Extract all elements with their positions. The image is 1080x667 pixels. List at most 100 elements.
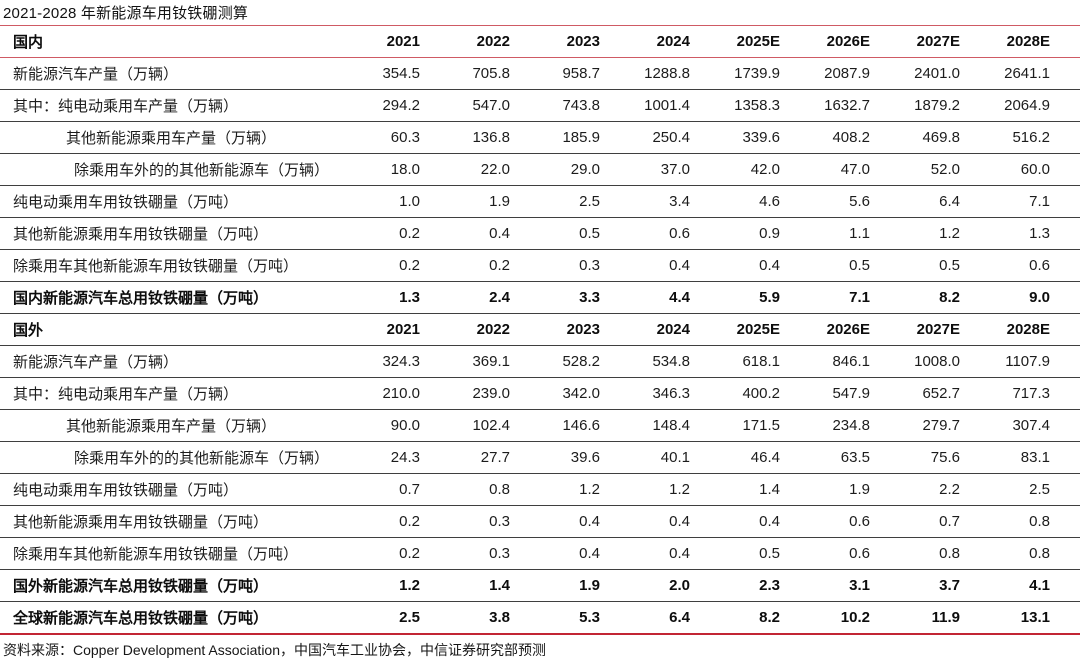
column-header-2025E: 2025E (736, 33, 780, 50)
cell-value: 0.4 (759, 257, 780, 274)
cell-value: 0.8 (939, 545, 960, 562)
cell-value: 47.0 (840, 161, 870, 178)
cell-value: 1.4 (759, 481, 780, 498)
table-row: 国内新能源汽车总用钕铁硼量（万吨） 1.3 2.4 3.3 4.4 5.9 7.1 8.2 9.… (0, 282, 1080, 314)
cell-value: 0.8 (489, 481, 510, 498)
cell-value: 0.6 (849, 513, 870, 530)
cell-value: 1.2 (579, 481, 600, 498)
cell-value: 324.3 (382, 353, 420, 370)
cell-value: 1632.7 (824, 97, 870, 114)
cell-value: 369.1 (472, 353, 510, 370)
cell-value: 7.1 (849, 289, 870, 306)
row-label: 新能源汽车产量（万辆） (13, 354, 179, 371)
cell-value: 743.8 (562, 97, 600, 114)
cell-value: 1.1 (849, 225, 870, 242)
cell-value: 2.5 (1029, 481, 1050, 498)
cell-value: 2641.1 (1004, 65, 1050, 82)
cell-value: 0.4 (669, 257, 690, 274)
column-header-2026E: 2026E (826, 33, 870, 50)
cell-value: 0.8 (1029, 545, 1050, 562)
cell-value: 846.1 (832, 353, 870, 370)
cell-value: 0.4 (579, 545, 600, 562)
cell-value: 10.2 (840, 609, 870, 626)
cell-value: 5.6 (849, 193, 870, 210)
cell-value: 0.7 (399, 481, 420, 498)
cell-value: 400.2 (742, 385, 780, 402)
table-row: 其他新能源乘用车产量（万辆） 90.0 102.4 146.6 148.4 171.5 23… (0, 410, 1080, 442)
table-row: 除乘用车外的的其他新能源车（万辆） 24.3 27.7 39.6 40.1 46.4 63.… (0, 442, 1080, 474)
cell-value: 146.6 (562, 417, 600, 434)
cell-value: 2064.9 (1004, 97, 1050, 114)
cell-value: 60.0 (1020, 161, 1050, 178)
cell-value: 0.4 (489, 225, 510, 242)
cell-value: 547.0 (472, 97, 510, 114)
cell-value: 136.8 (472, 129, 510, 146)
row-label: 纯电动乘用车用钕铁硼量（万吨） (13, 482, 239, 499)
cell-value: 239.0 (472, 385, 510, 402)
cell-value: 90.0 (390, 417, 420, 434)
table-row: 新能源汽车产量（万辆） 354.5 705.8 958.7 1288.8 1739.9 20… (0, 58, 1080, 90)
cell-value: 185.9 (562, 129, 600, 146)
column-header-2024: 2024 (656, 33, 690, 50)
cell-value: 1.3 (1029, 225, 1050, 242)
column-header-2023: 2023 (566, 33, 600, 50)
section-header-label-domestic: 国内 (13, 34, 44, 51)
cell-value: 0.5 (579, 225, 600, 242)
cell-value: 29.0 (570, 161, 600, 178)
cell-value: 7.1 (1029, 193, 1050, 210)
cell-value: 22.0 (480, 161, 510, 178)
cell-value: 717.3 (1012, 385, 1050, 402)
column-header-2021: 2021 (386, 321, 420, 338)
cell-value: 1.2 (399, 577, 420, 594)
cell-value: 3.1 (849, 577, 870, 594)
cell-value: 46.4 (750, 449, 780, 466)
cell-value: 3.8 (489, 609, 510, 626)
cell-value: 0.5 (849, 257, 870, 274)
table-row: 除乘用车外的的其他新能源车（万辆） 18.0 22.0 29.0 37.0 42.0 47.… (0, 154, 1080, 186)
cell-value: 1879.2 (914, 97, 960, 114)
cell-value: 346.3 (652, 385, 690, 402)
cell-value: 9.0 (1029, 289, 1050, 306)
cell-value: 0.3 (489, 545, 510, 562)
cell-value: 1.9 (849, 481, 870, 498)
cell-value: 102.4 (472, 417, 510, 434)
column-header-2022: 2022 (476, 33, 510, 50)
cell-value: 148.4 (652, 417, 690, 434)
cell-value: 3.4 (669, 193, 690, 210)
cell-value: 0.3 (579, 257, 600, 274)
cell-value: 1107.9 (1005, 353, 1050, 370)
cell-value: 0.5 (759, 545, 780, 562)
cell-value: 1.4 (489, 577, 510, 594)
cell-value: 2.3 (759, 577, 780, 594)
column-header-2027E: 2027E (916, 33, 960, 50)
cell-value: 1.0 (399, 193, 420, 210)
cell-value: 0.4 (759, 513, 780, 530)
column-header-2021: 2021 (386, 33, 420, 50)
cell-value: 39.6 (570, 449, 600, 466)
cell-value: 27.7 (480, 449, 510, 466)
cell-value: 2087.9 (824, 65, 870, 82)
row-label: 其他新能源乘用车产量（万辆） (66, 130, 277, 147)
cell-value: 2.2 (939, 481, 960, 498)
column-header-2022: 2022 (476, 321, 510, 338)
row-label: 除乘用车其他新能源车用钕铁硼量（万吨） (13, 258, 299, 275)
row-label: 全球新能源汽车总用钕铁硼量（万吨） (13, 610, 269, 627)
cell-value: 1.9 (489, 193, 510, 210)
table-row: 新能源汽车产量（万辆） 324.3 369.1 528.2 534.8 618.1 846.… (0, 346, 1080, 378)
table-row: 其他新能源乘用车产量（万辆） 60.3 136.8 185.9 250.4 339.6 40… (0, 122, 1080, 154)
section-header-row-domestic: 国内 2021 2022 2023 2024 2025E 2026E 2027E 2028E (0, 26, 1080, 58)
table-row: 其中：纯电动乘用车产量（万辆） 294.2 547.0 743.8 1001.4 1358… (0, 90, 1080, 122)
cell-value: 2.5 (399, 609, 420, 626)
cell-value: 0.8 (1029, 513, 1050, 530)
cell-value: 0.6 (669, 225, 690, 242)
cell-value: 1008.0 (914, 353, 960, 370)
cell-value: 534.8 (652, 353, 690, 370)
ndfeb-estimation-table: 国内 2021 2022 2023 2024 2025E 2026E 2027E 2028E 新能… (0, 25, 1080, 635)
cell-value: 75.6 (930, 449, 960, 466)
cell-value: 0.2 (399, 257, 420, 274)
cell-value: 3.3 (579, 289, 600, 306)
row-label: 纯电动乘用车用钕铁硼量（万吨） (13, 194, 239, 211)
row-label: 除乘用车外的的其他新能源车（万辆） (74, 162, 330, 179)
cell-value: 528.2 (562, 353, 600, 370)
